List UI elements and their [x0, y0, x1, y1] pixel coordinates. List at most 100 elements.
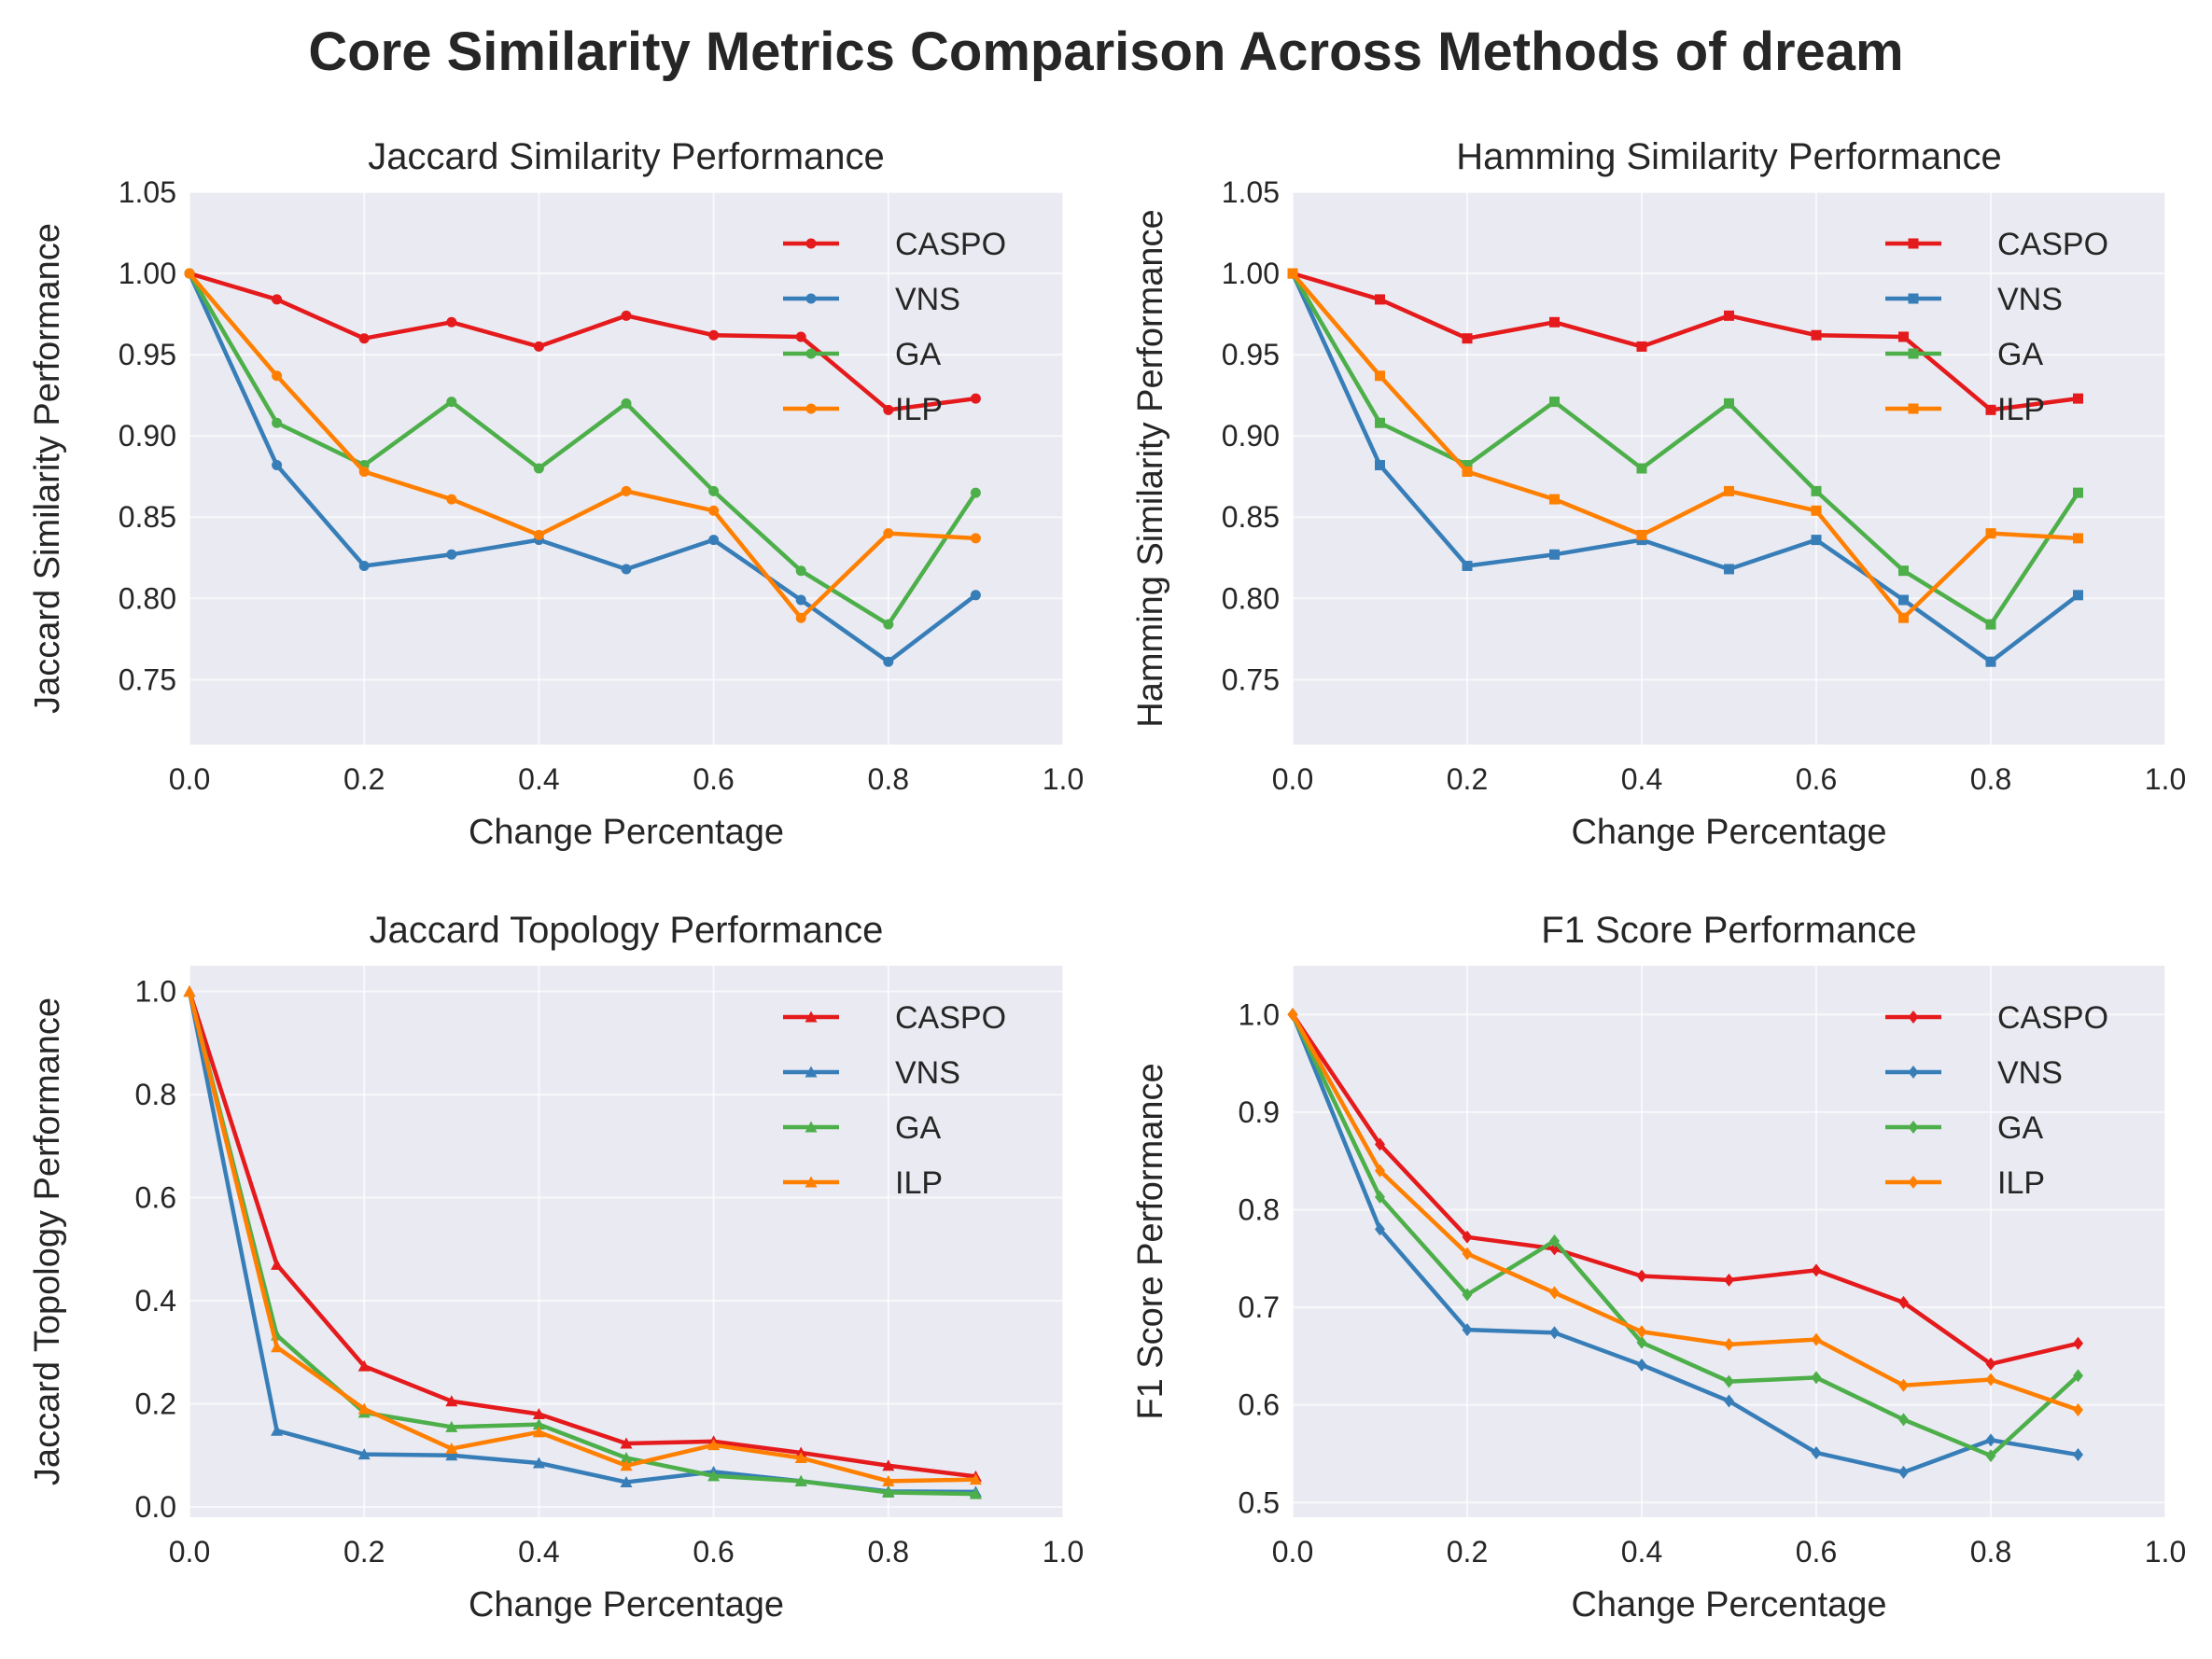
data-point-ga: [445, 1420, 458, 1432]
subplot-3: 0.0 0.2 0.4 0.6 0.8 1.0 0.0 0.2 0.4 0.6 0.8 1.0 Jacc…: [28, 910, 1084, 1624]
plot-area: [1293, 966, 2165, 1517]
data-point-caspo: [1985, 404, 1996, 415]
data-point-vns: [2073, 590, 2083, 601]
series-line-vns: [187, 272, 977, 664]
data-point-ga: [970, 487, 981, 498]
x-tick-label: 0.0: [169, 762, 210, 796]
data-point-caspo: [621, 310, 632, 321]
legend-label: GA: [1997, 337, 2043, 372]
x-tick-label: 0.8: [868, 762, 909, 796]
data-point-ga: [1375, 417, 1385, 428]
data-point-vns: [1375, 1222, 1385, 1236]
y-tick-label: 0.7: [1239, 1290, 1280, 1324]
data-point-vns: [1811, 1445, 1822, 1459]
data-point-ilp: [1985, 1373, 1996, 1387]
y-tick-label: 1.05: [119, 175, 176, 209]
data-point-vns: [1985, 1433, 1996, 1447]
data-point-caspo: [708, 329, 720, 341]
legend-label: VNS: [1997, 282, 2063, 317]
legend-marker: [1908, 1011, 1919, 1024]
data-point-vns: [358, 560, 370, 571]
series-line-ilp: [1291, 1013, 2079, 1413]
data-point-ilp: [970, 533, 981, 544]
data-point-ilp: [1287, 268, 1298, 279]
data-point-ga: [1636, 463, 1647, 474]
y-tick-label: 0.8: [1239, 1193, 1280, 1227]
data-point-ga: [1811, 1371, 1822, 1385]
data-point-ga: [1549, 397, 1560, 408]
series-line-ga: [188, 272, 978, 627]
y-tick-label: 0.75: [1222, 662, 1280, 696]
x-tick-label: 0.4: [518, 762, 559, 796]
legend-marker: [1908, 293, 1919, 304]
data-point-caspo: [1724, 1273, 1734, 1287]
legend-label: CASPO: [895, 1000, 1006, 1036]
data-point-vns: [1375, 460, 1385, 471]
legend-marker: [1908, 1176, 1919, 1189]
y-tick-label: 1.05: [1222, 175, 1280, 209]
data-point-ga: [446, 397, 457, 408]
x-tick-label: 0.8: [1970, 1535, 2011, 1568]
data-point-ga: [795, 565, 806, 577]
data-point-ilp: [183, 985, 196, 997]
x-axis-label: Change Percentage: [1571, 1585, 1886, 1624]
data-point-vns: [1811, 535, 1822, 546]
x-tick-label: 0.6: [1796, 762, 1837, 796]
legend-label: CASPO: [895, 227, 1006, 262]
data-point-ga: [272, 417, 283, 428]
subplot-title: Jaccard Similarity Performance: [368, 136, 885, 177]
data-point-caspo: [1462, 1230, 1473, 1244]
data-point-caspo: [2073, 393, 2083, 404]
data-point-caspo: [271, 1258, 284, 1270]
data-point-caspo: [1462, 333, 1473, 344]
x-tick-label: 0.4: [1621, 762, 1662, 796]
data-point-ga: [2073, 487, 2083, 498]
y-tick-label: 0.80: [119, 581, 176, 615]
data-point-vns: [1724, 1394, 1734, 1408]
series-line-ilp: [1291, 272, 2079, 620]
x-tick-label: 0.6: [1796, 1535, 1837, 1568]
series-line-vns: [1290, 1013, 2079, 1475]
data-point-caspo: [445, 1395, 458, 1407]
x-tick-label: 0.2: [343, 1535, 385, 1568]
x-tick-label: 0.4: [1621, 1535, 1662, 1568]
legend-marker: [805, 293, 817, 304]
data-point-caspo: [883, 404, 894, 415]
data-point-caspo: [1898, 331, 1909, 342]
data-point-ga: [1724, 397, 1734, 409]
data-point-ga: [1549, 1234, 1560, 1248]
subplot-4: 0.0 0.2 0.4 0.6 0.8 1.0 0.5 0.6 0.7 0.8 0.9 1.0 F1 S…: [1131, 910, 2186, 1624]
x-tick-label: 1.0: [2145, 1535, 2186, 1568]
series-line-ilp: [188, 272, 976, 620]
data-point-ilp: [1636, 529, 1647, 540]
legend-marker: [805, 1121, 818, 1133]
data-point-ga: [1985, 619, 1996, 630]
data-point-ilp: [1898, 1378, 1909, 1392]
data-point-vns: [1462, 1323, 1473, 1337]
data-point-caspo: [446, 316, 457, 328]
data-point-ilp: [1811, 505, 1822, 516]
legend-marker: [805, 348, 817, 359]
y-tick-label: 0.85: [119, 500, 176, 534]
data-point-caspo: [272, 294, 283, 305]
y-axis-label: Jaccard Topology Performance: [28, 997, 67, 1485]
data-point-caspo: [2073, 1336, 2083, 1350]
data-point-ilp: [2073, 533, 2083, 544]
data-point-ilp: [1462, 1247, 1473, 1261]
y-tick-label: 0.95: [119, 338, 176, 371]
y-tick-label: 0.9: [1239, 1095, 1280, 1129]
data-point-ga: [707, 1470, 721, 1482]
x-tick-label: 0.2: [1447, 762, 1488, 796]
legend-label: CASPO: [1997, 227, 2108, 262]
subplot-1: 0.0 0.2 0.4 0.6 0.8 1.0 0.75 0.80 0.85 0.90 0.95 1.…: [28, 136, 1084, 852]
data-point-ga: [1811, 485, 1822, 496]
data-point-ga: [1898, 565, 1909, 577]
data-point-ilp: [1811, 1332, 1822, 1346]
data-point-caspo: [620, 1437, 633, 1449]
data-point-ilp: [2073, 1402, 2083, 1416]
y-tick-label: 0.8: [135, 1078, 176, 1111]
y-axis-label: F1 Score Performance: [1131, 1063, 1170, 1419]
subplot-title: F1 Score Performance: [1541, 910, 1916, 951]
subplot-title: Jaccard Topology Performance: [370, 910, 884, 951]
